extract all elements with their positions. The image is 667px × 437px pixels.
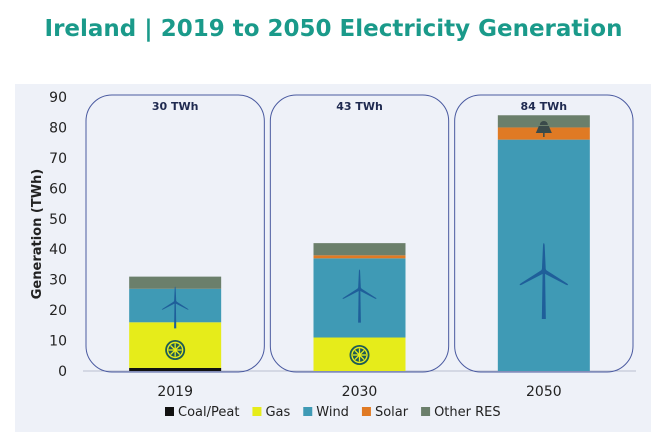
turbine-blade bbox=[542, 269, 569, 286]
y-tick-label: 10 bbox=[49, 334, 67, 350]
y-axis-label: Generation (TWh) bbox=[30, 169, 45, 299]
turbine-hub bbox=[541, 268, 547, 274]
gas-icon-spoke bbox=[174, 349, 181, 356]
legend-swatch bbox=[165, 407, 174, 416]
bar-other-res bbox=[313, 243, 406, 256]
y-tick-label: 80 bbox=[49, 120, 67, 136]
y-tick-label: 0 bbox=[58, 364, 67, 380]
legend-label: Solar bbox=[375, 405, 409, 420]
x-tick-label: 2050 bbox=[526, 384, 562, 400]
wind-turbine-icon bbox=[161, 286, 189, 329]
category-frame bbox=[85, 94, 265, 373]
solar-icon-panel bbox=[535, 126, 552, 133]
turbine-blade bbox=[174, 286, 177, 302]
bar-other-res bbox=[129, 276, 222, 289]
turbine-tower bbox=[541, 271, 546, 319]
wind-turbine-icon bbox=[519, 243, 569, 319]
legend-swatch bbox=[361, 407, 371, 416]
legend-swatch bbox=[421, 407, 431, 416]
legend-item: Wind bbox=[303, 405, 349, 420]
turbine-blade bbox=[161, 301, 176, 310]
y-tick-label: 90 bbox=[49, 90, 67, 106]
x-tick-label: 2019 bbox=[157, 384, 193, 400]
legend-label: Gas bbox=[265, 405, 290, 420]
legend-item: Other RES bbox=[421, 405, 501, 420]
turbine-blade bbox=[519, 269, 545, 286]
turbine-hub bbox=[173, 300, 177, 304]
turbine-tower bbox=[174, 302, 177, 329]
gas-icon-inner-ring bbox=[166, 341, 184, 359]
y-tick-label: 30 bbox=[49, 273, 67, 289]
total-label: 30 TWh bbox=[152, 100, 199, 113]
solar-icon bbox=[535, 121, 552, 137]
category-frame bbox=[454, 94, 634, 373]
bar-coal-peat bbox=[129, 367, 222, 371]
y-tick-label: 60 bbox=[49, 181, 67, 197]
legend-label: Wind bbox=[316, 405, 349, 420]
y-tick-label: 20 bbox=[49, 303, 67, 319]
legend-label: Other RES bbox=[434, 405, 501, 420]
total-label: 43 TWh bbox=[336, 100, 383, 113]
gas-icon-spoke bbox=[359, 349, 365, 356]
turbine-hub bbox=[357, 287, 362, 291]
legend-item: Gas bbox=[252, 405, 290, 420]
bar-solar bbox=[313, 255, 406, 259]
turbine-blade bbox=[541, 243, 546, 271]
chart-title: Ireland | 2019 to 2050 Electricity Gener… bbox=[44, 16, 623, 42]
legend-label: Coal/Peat bbox=[178, 405, 239, 420]
y-tick-label: 40 bbox=[49, 242, 67, 258]
legend-item: Coal/Peat bbox=[165, 405, 239, 420]
x-tick-label: 2030 bbox=[342, 384, 378, 400]
legend-swatch bbox=[252, 407, 262, 416]
gas-icon-spoke bbox=[354, 349, 360, 356]
gas-icon-spoke bbox=[359, 354, 365, 361]
category-frame bbox=[269, 94, 450, 373]
wind-turbine-icon bbox=[342, 269, 377, 323]
turbine-tower bbox=[358, 289, 361, 323]
turbine-blade bbox=[358, 287, 377, 299]
gas-icon-spoke bbox=[170, 344, 176, 351]
y-tick-label: 70 bbox=[49, 151, 67, 167]
turbine-blade bbox=[174, 301, 189, 310]
gas-turbine-icon bbox=[165, 340, 186, 360]
gas-icon-spoke bbox=[354, 354, 360, 361]
turbine-blade bbox=[358, 269, 361, 289]
legend-swatch bbox=[303, 407, 313, 416]
solar-icon-sun bbox=[539, 121, 548, 125]
legend-item: Solar bbox=[361, 405, 409, 420]
total-label: 84 TWh bbox=[521, 100, 568, 113]
turbine-blade bbox=[342, 287, 361, 299]
gas-icon-spoke bbox=[170, 349, 176, 356]
gas-icon-inner-ring bbox=[351, 346, 368, 364]
y-tick-label: 50 bbox=[49, 212, 67, 228]
gas-turbine-icon bbox=[349, 345, 370, 365]
gas-icon-spoke bbox=[174, 344, 181, 351]
